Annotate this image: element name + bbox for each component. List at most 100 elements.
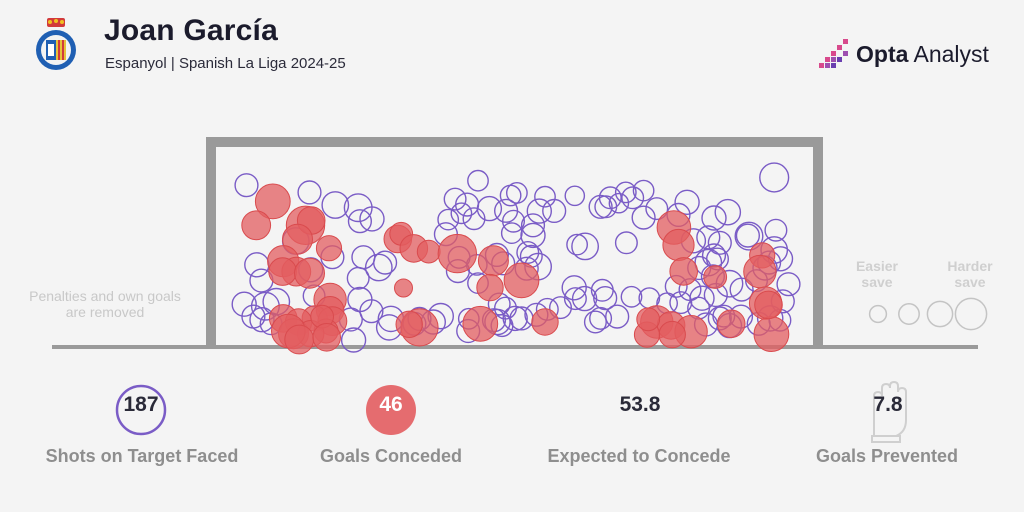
saved-shot-point [509, 306, 534, 331]
saved-shot-point [632, 179, 655, 202]
goal-crossbar [206, 137, 823, 147]
easier-save-label: Easier save [837, 258, 917, 290]
saved-shot-point [564, 185, 586, 207]
saved-shot-point [759, 162, 790, 193]
club-crest-icon [36, 18, 76, 70]
saved-shot-point [735, 223, 760, 248]
saved-shot-point [520, 213, 546, 238]
goal-conceded-point [254, 183, 291, 220]
saved-shot-point [561, 275, 587, 301]
saved-shot-point [467, 169, 489, 192]
exclusion-note-line2: are removed [65, 304, 145, 320]
easier-save-line1: Easier [855, 258, 899, 274]
ground-line [52, 345, 978, 349]
saved-shot-point [594, 195, 618, 219]
saved-shot-point [516, 240, 540, 264]
saved-shot-point [506, 181, 528, 204]
saved-shot-point [605, 304, 630, 329]
goal-conceded-point [284, 324, 315, 355]
header: Joan García Espanyol | Spanish La Liga 2… [0, 0, 1024, 90]
goal-conceded-point [477, 245, 509, 277]
saved-shot-point [500, 222, 523, 245]
saved-shot-point [476, 195, 503, 222]
saved-shot-point [669, 291, 693, 315]
size-legend-circle [868, 304, 888, 324]
saved-shot-point [502, 209, 526, 233]
goal-conceded-point [437, 233, 477, 274]
exclusion-note-line1: Penalties and own goals [29, 288, 181, 304]
saved-shot-point [714, 198, 742, 226]
saved-shot-point [645, 197, 669, 221]
goals-conceded-disc-icon [366, 385, 416, 435]
goal-conceded-point [416, 239, 441, 264]
size-legend-circle [898, 303, 920, 325]
saved-shot-point [534, 185, 556, 208]
saved-shot-point [631, 205, 656, 230]
goal-conceded-point [703, 265, 728, 289]
saved-shot-point [241, 304, 266, 329]
saved-shot-point [542, 198, 567, 223]
goal-conceded-point [315, 235, 343, 262]
goal-conceded-point [268, 257, 297, 286]
saved-shot-point [346, 266, 370, 290]
saved-shot-point [321, 191, 350, 219]
goal-conceded-point [716, 309, 746, 339]
size-legend-circle [926, 300, 954, 328]
saved-shot-point [450, 202, 473, 225]
page-title: Joan García [104, 14, 278, 47]
goal-conceded-point [395, 310, 423, 338]
saved-shot-point [674, 189, 700, 216]
saved-shot-point [526, 198, 552, 224]
goal-conceded-point [754, 290, 783, 320]
saved-shot-point [707, 230, 732, 255]
saved-shot-point [764, 218, 788, 242]
saved-shot-point [462, 207, 486, 231]
expected-concede-value: 53.8 [619, 393, 661, 416]
goal-conceded-point [743, 254, 777, 289]
goals-conceded-value: 46 [379, 393, 403, 416]
saved-shot-point [776, 272, 801, 297]
saved-shot-point [347, 209, 372, 234]
page-subtitle: Espanyol | Spanish La Liga 2024-25 [105, 55, 346, 72]
saved-shot-point [364, 253, 393, 282]
goal-conceded-point [658, 320, 686, 349]
saved-shot-point [701, 205, 727, 231]
saved-shot-point [373, 250, 398, 275]
goal-conceded-point [294, 257, 325, 289]
goal-conceded-point [312, 323, 342, 352]
shots-faced-value: 187 [123, 393, 159, 416]
saved-shot-point [590, 278, 614, 302]
opta-logo-icon [819, 39, 848, 68]
saved-shot-point [234, 173, 259, 198]
saved-shot-point [614, 231, 638, 255]
harder-save-label: Harder save [930, 258, 1010, 290]
goal-conceded-point [531, 308, 559, 336]
stat-icons [115, 380, 907, 443]
goal-conceded-point [662, 228, 695, 262]
saved-shot-point [520, 222, 546, 249]
saved-shot-point [549, 296, 573, 320]
saved-shot-point [588, 194, 613, 219]
goal-conceded-point [462, 305, 499, 342]
brand-bold: Opta [856, 41, 909, 67]
shots-layer [231, 162, 801, 355]
expected-concede-label: Expected to Concede [547, 446, 731, 466]
saved-shot-point [231, 291, 257, 317]
saved-shot-point [589, 306, 613, 330]
saved-shot-point [437, 208, 460, 231]
goal-left-post [206, 137, 216, 346]
goals-prevented-value: 7.8 [873, 393, 903, 416]
size-legend-circle [954, 297, 988, 331]
goal-conceded-point [636, 307, 661, 332]
goals-prevented-label: Goals Prevented [815, 446, 959, 466]
saved-shot-point [621, 186, 645, 210]
shots-faced-ring-icon [115, 384, 167, 436]
saved-shot-point [608, 192, 630, 214]
saved-shot-point [343, 193, 373, 223]
goal-conceded-point [753, 316, 790, 353]
saved-shot-point [583, 310, 607, 334]
harder-save-line1: Harder [947, 258, 993, 274]
harder-save-line2: save [954, 274, 986, 290]
goalkeeper-glove-icon [871, 380, 907, 443]
goal-conceded-point [503, 262, 540, 299]
